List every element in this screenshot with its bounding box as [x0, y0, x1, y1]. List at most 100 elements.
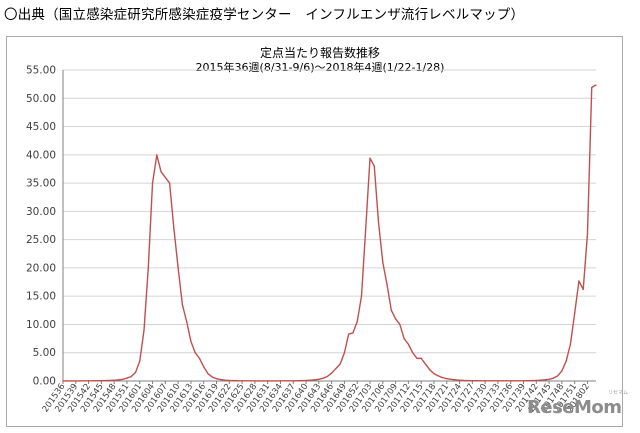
data-point	[501, 380, 503, 382]
data-point	[454, 379, 456, 381]
data-point	[539, 379, 542, 381]
data-point	[548, 378, 550, 380]
data-point	[488, 380, 490, 382]
data-point	[70, 380, 73, 382]
y-tick-label: 35.00	[26, 178, 56, 190]
data-point	[544, 379, 546, 381]
data-point	[565, 360, 567, 362]
data-point	[224, 379, 226, 381]
data-point	[228, 379, 230, 382]
data-point	[211, 376, 213, 378]
data-point	[522, 380, 525, 382]
data-point	[595, 84, 597, 86]
data-point	[429, 369, 431, 371]
data-point	[514, 380, 516, 382]
y-tick-label: 5.00	[33, 347, 56, 359]
data-point	[386, 284, 388, 286]
data-point	[83, 380, 85, 382]
chart-subtitle: 2015年36週(8/31-9/6)～2018年4週(1/22-1/28)	[195, 61, 445, 74]
data-point	[122, 378, 124, 380]
data-point	[335, 367, 337, 370]
data-point	[420, 357, 422, 359]
data-point	[215, 378, 218, 380]
data-point	[433, 373, 435, 375]
data-point	[471, 380, 473, 382]
data-point	[535, 379, 537, 382]
data-point	[518, 380, 520, 382]
data-point	[552, 377, 554, 379]
data-point	[296, 380, 299, 382]
data-point	[416, 357, 418, 359]
y-tick-label: 40.00	[26, 149, 56, 161]
data-point	[143, 329, 145, 331]
data-point	[250, 380, 252, 382]
data-point	[288, 380, 290, 382]
data-point	[156, 154, 158, 156]
x-tick-labels: 2015362015392015422015452015482015512016…	[41, 382, 592, 414]
data-point	[198, 357, 201, 359]
data-point	[343, 352, 346, 354]
data-point	[377, 222, 380, 224]
data-point	[497, 380, 499, 382]
data-point	[139, 360, 141, 362]
data-point	[326, 375, 328, 378]
data-point	[424, 363, 427, 365]
data-point	[301, 380, 303, 382]
data-point	[557, 375, 559, 377]
data-point	[92, 380, 94, 382]
data-point	[394, 318, 397, 320]
data-point	[531, 380, 533, 382]
data-point	[147, 267, 149, 269]
data-point	[352, 332, 354, 334]
data-point	[254, 380, 256, 382]
data-point	[181, 304, 183, 306]
data-point	[339, 363, 341, 365]
source-citation: 〇出典（国立感染症研究所感染症疫学センター インフルエンザ流行レベルマップ）	[4, 7, 525, 23]
data-point	[322, 377, 324, 379]
data-point	[510, 380, 512, 382]
data-point	[220, 378, 222, 381]
data-point	[271, 380, 273, 382]
data-point	[105, 379, 107, 382]
data-point	[450, 378, 452, 380]
data-point	[356, 321, 358, 323]
data-point	[284, 380, 286, 382]
y-tick-label: 50.00	[26, 93, 56, 105]
data-point	[87, 380, 90, 382]
data-point	[75, 380, 77, 382]
data-point	[569, 343, 572, 345]
series-layer	[62, 84, 597, 382]
data-point	[160, 171, 162, 173]
data-point	[373, 165, 375, 167]
data-point	[194, 352, 196, 354]
data-point	[267, 380, 269, 382]
data-point	[365, 227, 367, 229]
data-point	[437, 375, 439, 377]
data-point	[241, 380, 243, 382]
data-point	[476, 380, 478, 382]
data-point	[446, 378, 448, 380]
data-point	[484, 380, 486, 382]
data-point	[275, 380, 277, 382]
data-point	[382, 261, 384, 263]
data-point	[262, 380, 265, 382]
data-point	[96, 380, 98, 382]
data-point	[574, 312, 576, 314]
data-point	[441, 377, 444, 379]
data-point	[463, 379, 465, 382]
data-point	[258, 380, 260, 382]
y-tick-label: 55.00	[26, 65, 56, 77]
data-point	[203, 366, 205, 368]
data-point	[62, 380, 64, 382]
y-tick-label: 30.00	[26, 206, 56, 218]
data-point	[318, 378, 320, 380]
data-point	[578, 280, 580, 282]
data-point	[586, 233, 589, 235]
data-point	[173, 227, 175, 229]
y-tick-labels: 0.00 5.00 10.00 15.00 20.00 25.00 30.00 35.00 40…	[26, 65, 56, 388]
data-point	[134, 371, 137, 374]
chart-title: 定点当たり報告数推移	[259, 46, 380, 60]
data-point	[207, 373, 209, 375]
data-point	[348, 333, 350, 335]
data-point	[493, 380, 495, 382]
